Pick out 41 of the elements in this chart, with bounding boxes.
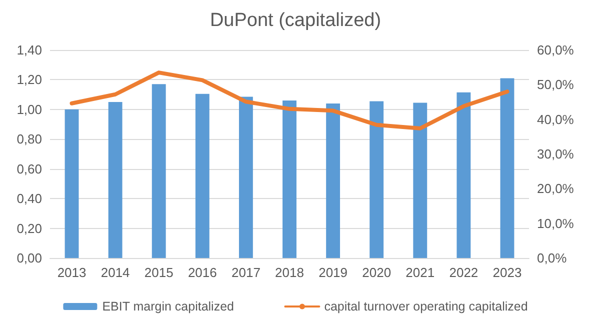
bar: [282, 100, 296, 258]
bar: [108, 102, 122, 258]
x-tick-label: 2015: [144, 265, 174, 280]
x-tick-label: 2017: [231, 265, 260, 280]
bar: [195, 94, 210, 258]
bar: [456, 92, 471, 258]
y2-tick-label: 20,0%: [537, 181, 574, 196]
y2-tick-label: 0,0%: [537, 250, 568, 266]
bar: [370, 101, 384, 258]
legend-label: capital turnover operating capitalized: [324, 300, 528, 314]
legend-label: EBIT margin capitalized: [102, 300, 234, 314]
y-tick-label: 1,00: [16, 102, 42, 117]
line-series: [70, 70, 510, 130]
y2-tick-label: 10,0%: [537, 216, 574, 231]
y-tick-label: 1,20: [16, 72, 42, 88]
y-tick-label: 0,80: [16, 132, 42, 147]
bar: [64, 109, 79, 258]
x-tick-label: 2020: [362, 265, 392, 280]
x-tick-label: 2016: [188, 265, 217, 280]
y-tick-label: 1,40: [16, 42, 42, 58]
y-tick-label: 0,40: [16, 191, 42, 206]
x-tick-label: 2013: [57, 265, 86, 280]
y-tick-label: 0,20: [16, 220, 42, 236]
x-tick-label: 2019: [318, 265, 348, 280]
y2-tick-label: 50,0%: [537, 77, 574, 92]
x-tick-label: 2022: [449, 265, 478, 280]
bar: [152, 84, 166, 258]
y2-tick-label: 30,0%: [537, 146, 574, 162]
x-tick-label: 2018: [275, 265, 304, 280]
bar: [326, 103, 340, 258]
x-tick-label: 2014: [100, 265, 130, 280]
y2-tick-label: 60,0%: [537, 42, 574, 58]
x-tick-label: 2023: [492, 265, 522, 280]
y2-tick-label: 40,0%: [537, 112, 574, 127]
chart-title: DuPont (capitalized): [210, 10, 382, 31]
bar: [238, 96, 253, 258]
bar: [500, 78, 514, 258]
x-tick-label: 2021: [406, 265, 435, 280]
y-tick-label: 0,00: [16, 250, 42, 266]
bar: [413, 102, 428, 258]
y-tick-label: 0,60: [16, 161, 42, 176]
